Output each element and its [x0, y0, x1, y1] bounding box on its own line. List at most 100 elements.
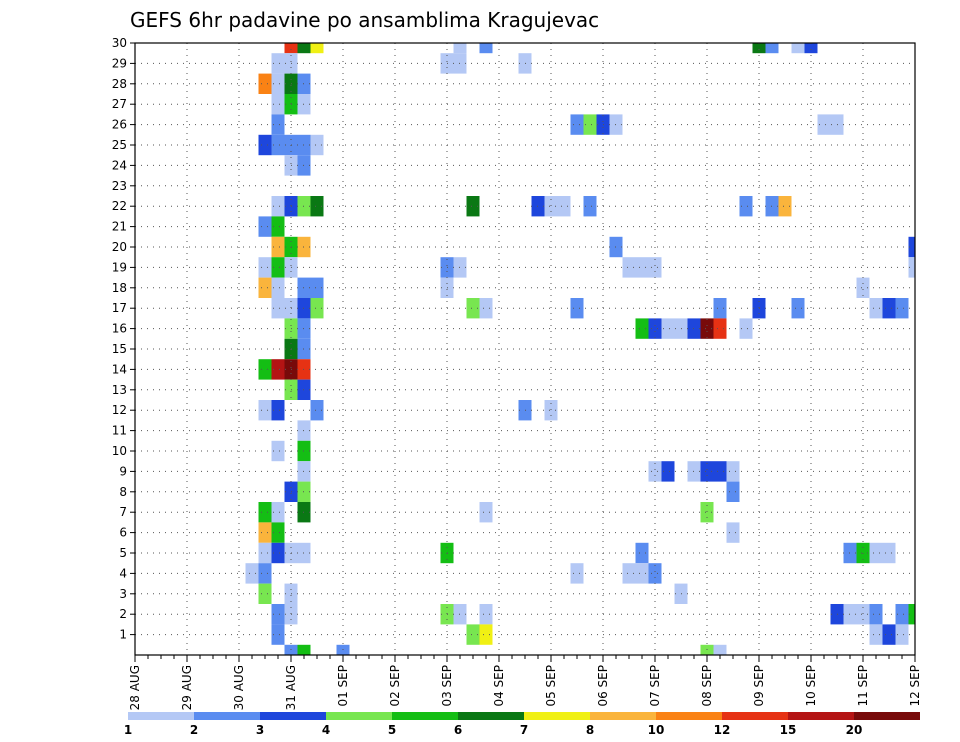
heatmap-cells — [245, 43, 915, 655]
heatmap-cell — [765, 43, 779, 54]
heatmap-cell — [635, 563, 649, 584]
y-tick-label: 7 — [119, 505, 127, 519]
heatmap-cell — [570, 563, 584, 584]
heatmap-cell — [258, 216, 272, 237]
colorbar-swatch — [194, 712, 260, 720]
heatmap-cell — [804, 43, 818, 54]
y-tick-label: 5 — [119, 546, 127, 560]
heatmap-cell — [869, 542, 883, 564]
y-tick-label: 19 — [112, 260, 127, 274]
heatmap-cell — [791, 43, 805, 54]
heatmap-cell — [570, 298, 584, 319]
colorbar-swatch — [656, 712, 722, 720]
x-tick-label: 08 SEP — [700, 665, 714, 707]
heatmap-cell — [271, 114, 285, 135]
heatmap-cell — [882, 298, 896, 319]
y-tick-label: 20 — [112, 240, 127, 254]
heatmap-cell — [622, 563, 636, 584]
colorbar-label: 1 — [124, 723, 132, 737]
colorbar-swatch — [458, 712, 524, 720]
colorbar-label: 8 — [586, 723, 594, 737]
heatmap-cell — [895, 298, 909, 319]
x-tick-label: 01 SEP — [336, 665, 350, 707]
y-tick-label: 22 — [112, 199, 127, 213]
y-tick-label: 11 — [112, 424, 127, 438]
colorbar-swatch — [392, 712, 458, 720]
y-tick-label: 14 — [112, 362, 127, 376]
chart-title: GEFS 6hr padavine po ansamblima Kragujev… — [130, 8, 599, 32]
x-axis: 28 AUG 29 AUG 30 AUG 31 AUG 01 SEP 02 SEP 03 S… — [128, 655, 922, 710]
heatmap-cell — [479, 298, 493, 319]
heatmap-cell — [661, 461, 675, 482]
heatmap-cell — [271, 440, 285, 462]
heatmap-cell — [258, 73, 272, 94]
heatmap-cell — [258, 542, 272, 564]
heatmap-cell — [271, 257, 285, 278]
heatmap-cell — [700, 502, 714, 523]
colorbar-swatch — [590, 712, 656, 720]
heatmap-cell — [479, 624, 493, 645]
heatmap-cell — [739, 318, 753, 339]
y-tick-label: 16 — [112, 322, 127, 336]
heatmap-cell — [310, 196, 324, 217]
heatmap-cell — [726, 481, 740, 502]
heatmap-cell — [856, 604, 870, 625]
heatmap-cell — [271, 196, 285, 217]
heatmap-cell — [271, 604, 285, 625]
heatmap-cell — [479, 502, 493, 523]
heatmap-cell — [583, 196, 597, 217]
heatmap-cell — [882, 542, 896, 564]
heatmap-cell — [791, 298, 805, 319]
heatmap-cell — [908, 236, 915, 258]
heatmap-cell — [271, 400, 285, 421]
heatmap-cell — [271, 624, 285, 645]
x-tick-label: 29 AUG — [180, 665, 194, 710]
heatmap-cell — [271, 298, 285, 319]
heatmap-cell — [869, 604, 883, 625]
heatmap-cell — [778, 196, 792, 217]
y-tick-label: 30 — [112, 36, 127, 50]
heatmap-cell — [700, 461, 714, 482]
heatmap-cell — [895, 624, 909, 645]
heatmap-cell — [713, 644, 727, 655]
colorbar-label: 6 — [454, 723, 462, 737]
heatmap-cell — [310, 298, 324, 319]
heatmap-cell — [648, 563, 662, 584]
heatmap-cell — [258, 257, 272, 278]
heatmap-cell — [271, 542, 285, 564]
colorbar-label: 12 — [714, 723, 731, 737]
heatmap-cell — [570, 114, 584, 135]
heatmap-cell — [245, 563, 259, 584]
heatmap-cell — [479, 43, 493, 54]
heatmap-cell — [258, 563, 272, 584]
y-tick-label: 21 — [112, 220, 127, 234]
y-tick-label: 18 — [112, 281, 127, 295]
heatmap-cell — [466, 298, 480, 319]
heatmap-cell — [310, 134, 324, 156]
heatmap-cell — [271, 522, 285, 543]
heatmap-cell — [297, 644, 311, 655]
heatmap-cell — [258, 359, 272, 380]
heatmap-cell — [544, 196, 558, 217]
heatmap-cell — [739, 196, 753, 217]
heatmap-cell — [882, 624, 896, 645]
y-tick-label: 26 — [112, 118, 127, 132]
heatmap-cell — [258, 583, 272, 604]
heatmap-cell — [700, 318, 714, 339]
colorbar-label: 7 — [520, 723, 528, 737]
colorbar-label: 2 — [190, 723, 198, 737]
x-tick-label: 06 SEP — [596, 665, 610, 707]
heatmap-cell — [895, 604, 909, 625]
heatmap-cell — [869, 298, 883, 319]
heatmap-cell — [271, 53, 285, 74]
heatmap-cell — [271, 216, 285, 237]
heatmap-cell — [271, 502, 285, 523]
heatmap-cell — [258, 522, 272, 543]
y-tick-label: 29 — [112, 56, 127, 70]
heatmap-cell — [479, 604, 493, 625]
heatmap-cell — [271, 134, 285, 156]
heatmap-cell — [635, 257, 649, 278]
heatmap-cell — [713, 461, 727, 482]
colorbar-swatch — [722, 712, 788, 720]
